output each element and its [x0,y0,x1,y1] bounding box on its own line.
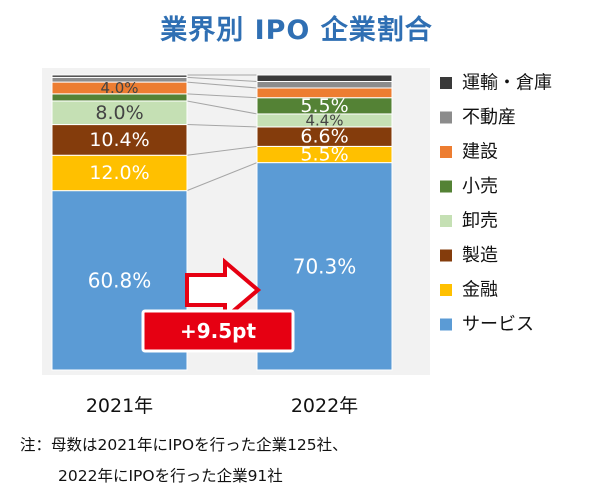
legend-swatch [440,77,452,89]
footnote-line-2: 2022年にIPOを行った企業91社 [58,467,283,485]
connector-line [186,81,258,89]
increase-arrow [185,257,262,323]
legend-swatch [440,284,452,296]
series-connector-lines [186,74,258,192]
data-label: 5.5% [300,144,348,166]
legend-label: 卸売 [462,211,498,232]
data-label: 60.8% [88,268,152,292]
data-label: 5.5% [300,95,348,117]
annotation-text: +9.5pt [180,319,257,343]
increase-annotation: +9.5pt [141,257,295,353]
data-label: 6.6% [300,126,348,148]
legend-label: 運輸・倉庫 [462,73,552,94]
bar-segment [256,80,393,89]
connector-line [186,76,258,82]
bar-segment [256,74,393,82]
bar-segment [51,124,188,156]
legend-label: 小売 [462,176,498,197]
annotation-badge [141,309,295,353]
category-label: 2021年 [86,395,153,417]
legend-label: 製造 [462,245,498,266]
legend-label: サービス [462,314,534,335]
legend-swatch [440,180,452,193]
category-label: 2022年 [291,395,358,417]
connector-line [186,100,258,115]
connector-line [186,145,258,156]
connector-line [186,124,258,128]
bar-segment [51,74,188,78]
bar-segments [51,74,393,371]
connector-line [186,162,258,192]
data-label: 8.0% [95,102,143,124]
legend-swatch [440,111,452,124]
legend-swatch [440,146,452,158]
data-label: 70.3% [293,254,357,278]
legend-swatch [440,215,452,227]
category-axis-labels: 2021年 2022年 [86,395,358,417]
data-label: 4.0% [100,79,138,97]
legend-swatch [440,249,452,262]
legend-label: 不動産 [462,107,516,128]
data-labels: 60.8%70.3%12.0%5.5%10.4% 6.6%8.0% 4.4%5.5%… [88,79,357,292]
footnote-line-1: 注：母数は2021年にIPOを行った企業125社、 [20,436,348,454]
connector-line [186,93,258,99]
data-label: 4.4% [305,111,343,129]
legend-label: 建設 [462,142,498,163]
chart-title: 業界別 IPO 企業割合 [160,15,433,46]
bar-segment [51,154,188,192]
legend-swatch [440,318,452,331]
data-label: 10.4% [89,129,149,151]
legend-label: 金融 [462,280,498,301]
data-label: 12.0% [89,162,149,184]
